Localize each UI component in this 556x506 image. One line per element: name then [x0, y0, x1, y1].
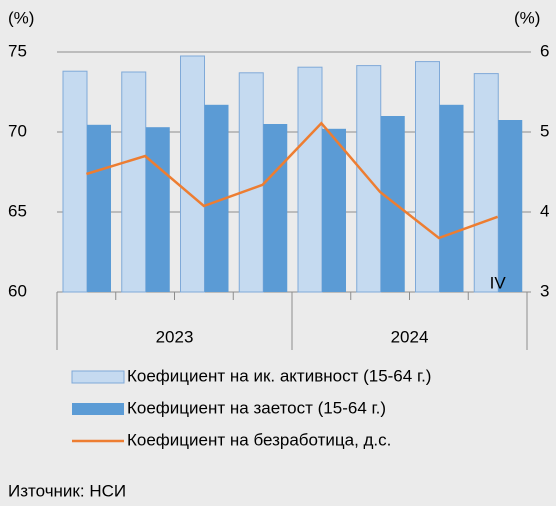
group-label: 2024 — [391, 327, 429, 346]
legend-label: Коефициент на безработица, д.с. — [127, 430, 391, 449]
bar — [121, 71, 147, 293]
line — [86, 121, 499, 240]
bar — [62, 70, 88, 293]
group-label: 2023 — [156, 327, 194, 346]
bar — [87, 124, 111, 292]
bar — [180, 55, 205, 293]
y-tick-label: 65 — [8, 201, 27, 220]
bar — [473, 73, 499, 293]
legend-swatch — [72, 403, 124, 415]
bar — [145, 127, 170, 292]
bar — [297, 66, 323, 293]
legend-label: Коефициент на ик. активност (15-64 г.) — [127, 366, 431, 385]
y2-tick-label: 3 — [540, 281, 549, 300]
source: Източник: НСИ — [8, 481, 126, 500]
bar — [322, 128, 346, 292]
bar — [238, 72, 264, 293]
bar — [415, 61, 440, 293]
y2-tick-label: 5 — [540, 121, 549, 140]
legend-swatch — [71, 370, 125, 384]
y-tick-label: 60 — [8, 281, 27, 300]
bar — [380, 116, 405, 292]
bar — [439, 104, 464, 292]
y2-tick-label: 6 — [540, 41, 549, 60]
y-tick-label: 75 — [8, 41, 27, 60]
y-tick-label: 70 — [8, 121, 27, 140]
bar — [498, 120, 523, 292]
bar — [263, 124, 288, 292]
y-unit: (%) — [8, 8, 34, 27]
y2-tick-label: 4 — [540, 201, 549, 220]
y2-unit: (%) — [514, 8, 540, 27]
legend-label: Коефициент на заетост (15-64 г.) — [127, 398, 386, 417]
x-tick-label: IV — [490, 273, 507, 292]
